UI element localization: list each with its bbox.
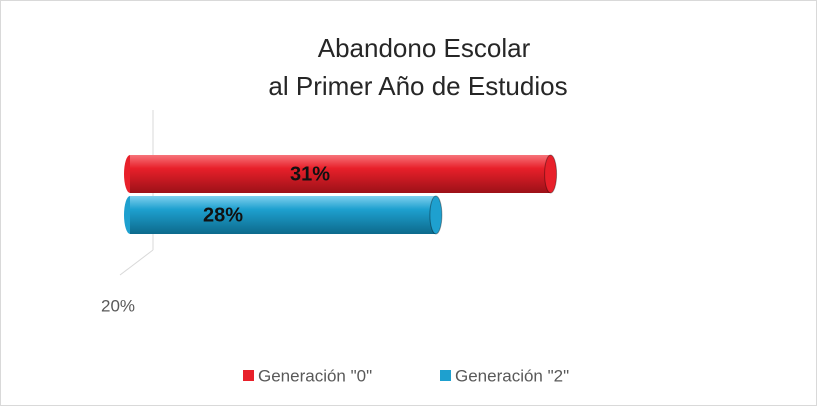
- bar-end: [429, 195, 443, 235]
- chart-title: al Primer Año de Estudios: [268, 71, 567, 101]
- data-label: 31%: [290, 163, 330, 185]
- axis-floor: [119, 249, 154, 276]
- legend-label: Generación "2": [455, 366, 569, 385]
- legend-label: Generación "0": [258, 366, 372, 385]
- data-label: 28%: [203, 204, 243, 226]
- x-tick-label: 20%: [101, 296, 135, 315]
- chart-title: Abandono Escolar: [318, 33, 531, 63]
- bar: [130, 196, 436, 234]
- bar: [130, 155, 551, 193]
- legend-swatch: [243, 370, 254, 381]
- bar-end: [544, 154, 558, 194]
- legend-swatch: [440, 370, 451, 381]
